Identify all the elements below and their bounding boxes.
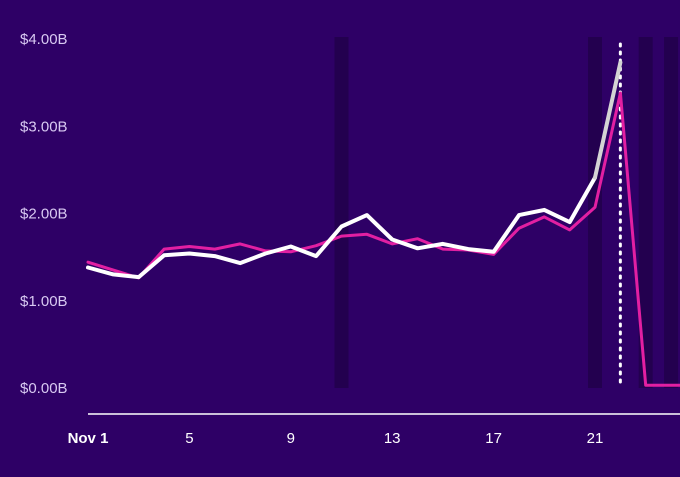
series-line-white-projection [593,60,623,180]
y-tick-label: $3.00B [20,118,68,135]
shaded-band-day-24 [664,37,679,388]
y-tick-label: $0.00B [20,380,68,397]
shaded-band-day-11 [334,37,349,388]
x-tick-label: 9 [287,430,295,447]
y-tick-label: $2.00B [20,206,68,223]
x-tick-label: 13 [384,430,401,447]
series-line-white [86,175,597,280]
x-tick-label: 17 [485,430,502,447]
y-tick-label: $4.00B [20,31,68,48]
x-tick-label: 21 [587,430,604,447]
shaded-band-day-23 [638,37,653,388]
y-tick-label: $1.00B [20,293,68,310]
x-tick-label: 5 [185,430,193,447]
x-tick-label: Nov 1 [68,430,109,447]
shaded-band-day-21 [588,37,602,388]
series-line-pink [86,91,680,387]
